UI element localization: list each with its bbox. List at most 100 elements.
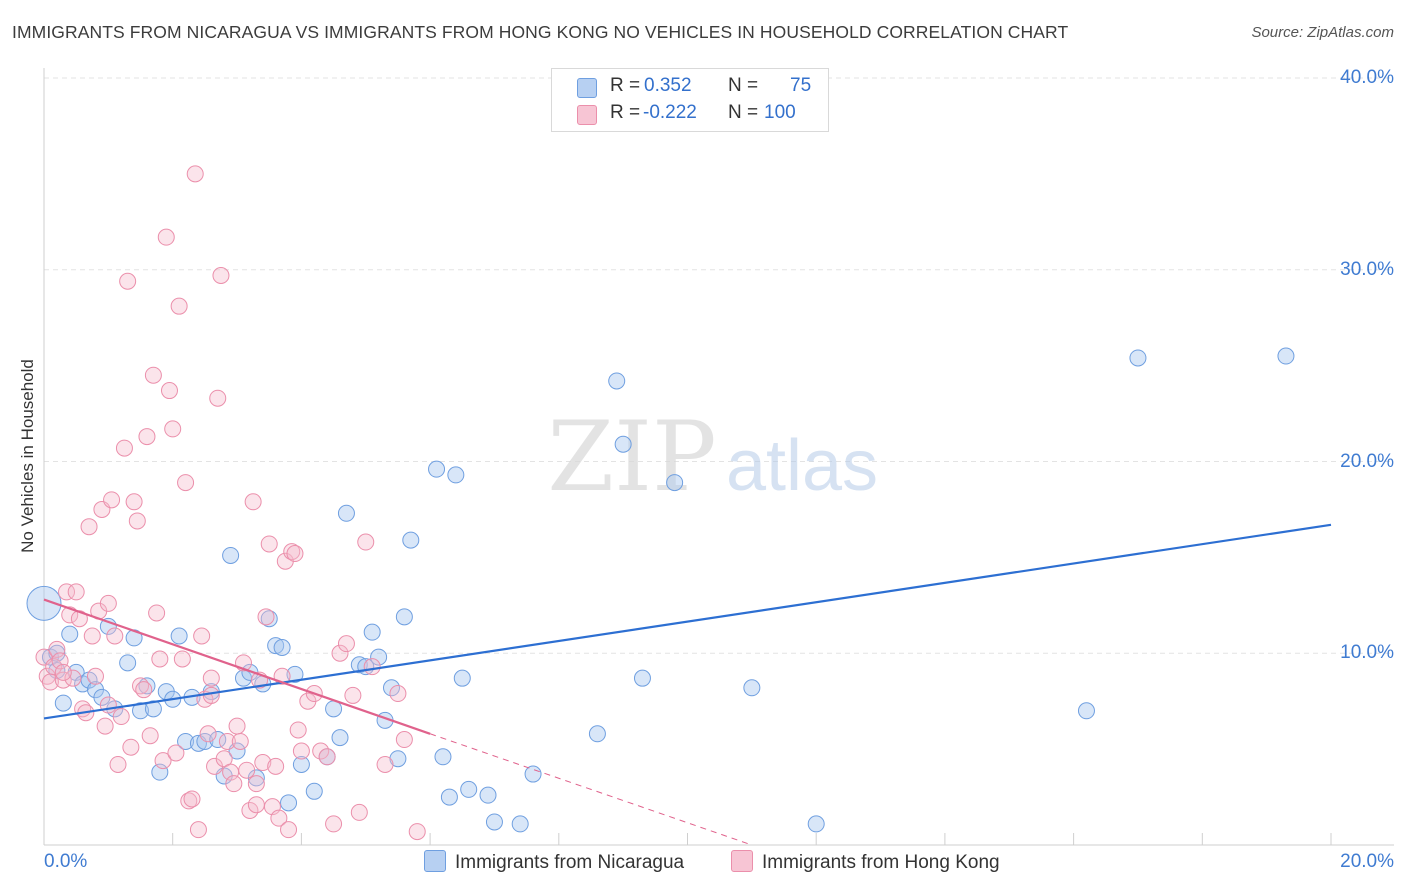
- nicaragua-point: [428, 460, 446, 478]
- hongkong-point: [112, 708, 130, 726]
- nicaragua-point: [434, 748, 452, 766]
- nicaragua-point: [1129, 349, 1147, 367]
- nicaragua-point: [273, 638, 291, 656]
- hongkong-point: [160, 382, 178, 400]
- hongkong-point: [202, 686, 220, 704]
- legend-r-label: R =: [610, 75, 641, 96]
- hongkong-point: [325, 815, 343, 833]
- nicaragua-point: [280, 794, 298, 812]
- hongkong-point: [173, 650, 191, 668]
- hongkong-point: [376, 755, 394, 773]
- hongkong-point: [58, 583, 76, 601]
- hongkong-point: [408, 823, 426, 841]
- hongkong-point: [228, 717, 246, 735]
- hongkong-point: [67, 583, 85, 601]
- stats-legend: R = 0.352 N = 75 R = -0.222 N = 100: [551, 68, 829, 132]
- nicaragua-point: [177, 732, 195, 750]
- nicaragua-point: [363, 623, 381, 641]
- bottom-legend-hongkong: Immigrants from Hong Kong: [731, 850, 1000, 874]
- y-tick-label: 40.0%: [1340, 67, 1394, 88]
- nicaragua-point: [267, 637, 285, 655]
- hongkong-point: [318, 748, 336, 766]
- hongkong-point: [247, 796, 265, 814]
- hongkong-point: [286, 545, 304, 563]
- nicaragua-point: [61, 625, 79, 643]
- nicaragua-point: [395, 608, 413, 626]
- hongkong-point: [357, 533, 375, 551]
- hongkong-point: [180, 792, 198, 810]
- y-tick-label: 20.0%: [1340, 450, 1394, 472]
- legend-n-label: N =: [728, 75, 759, 96]
- y-tick-label: 10.0%: [1340, 642, 1394, 664]
- hongkong-point: [218, 732, 236, 750]
- bottom-legend-label-nicaragua: Immigrants from Nicaragua: [455, 852, 685, 873]
- hongkong-point: [103, 491, 121, 509]
- hongkong-point: [119, 272, 137, 290]
- bottom-legend-label-hongkong: Immigrants from Hong Kong: [762, 852, 1000, 873]
- hongkong-point: [83, 627, 101, 645]
- axes: [43, 68, 1394, 846]
- hongkong-point: [115, 439, 133, 457]
- nicaragua-point: [331, 729, 349, 747]
- watermark: ZIP atlas: [547, 401, 878, 513]
- watermark-zip: ZIP: [547, 401, 716, 513]
- series-hongkong-points: [35, 165, 426, 841]
- hongkong-point: [109, 755, 127, 773]
- hongkong-trend-extension: [429, 733, 753, 846]
- nicaragua-point: [170, 627, 188, 645]
- nicaragua-point: [222, 546, 240, 564]
- hongkong-point: [225, 775, 243, 793]
- watermark-atlas: atlas: [726, 426, 878, 506]
- nicaragua-point: [286, 665, 304, 683]
- hongkong-point: [292, 742, 310, 760]
- y-tick-label: 30.0%: [1340, 258, 1394, 280]
- hongkong-point: [312, 742, 330, 760]
- hongkong-point: [138, 428, 156, 446]
- nicaragua-point: [440, 788, 458, 806]
- nicaragua-point: [453, 669, 471, 687]
- hongkong-point: [148, 604, 166, 622]
- nicaragua-point: [524, 765, 542, 783]
- hongkong-point: [167, 744, 185, 762]
- series-nicaragua-points: [26, 347, 1295, 833]
- hongkong-point: [96, 717, 114, 735]
- source-credit: Source: ZipAtlas.com: [1251, 24, 1394, 41]
- trend-lines: [43, 523, 1332, 846]
- hongkong-point: [289, 721, 307, 739]
- nicaragua-point: [743, 679, 761, 697]
- bottom-legend-nicaragua: Immigrants from Nicaragua: [424, 850, 684, 874]
- nicaragua-point: [305, 782, 323, 800]
- hongkong-point: [331, 644, 349, 662]
- nicaragua-point: [588, 725, 606, 743]
- hongkong-point: [157, 228, 175, 246]
- hongkong-point: [128, 512, 146, 530]
- nicaragua-point: [260, 610, 278, 628]
- hongkong-point: [254, 754, 272, 772]
- nicaragua-point: [144, 700, 162, 718]
- grid-lines: [44, 77, 1394, 654]
- legend-n-value: 75: [790, 75, 812, 96]
- nicaragua-point: [54, 694, 72, 712]
- hongkong-point: [106, 627, 124, 645]
- hongkong-point: [38, 667, 56, 685]
- hongkong-point: [80, 518, 98, 536]
- hongkong-trend-line: [43, 598, 431, 735]
- hongkong-point: [86, 667, 104, 685]
- hongkong-point: [183, 790, 201, 808]
- hongkong-point: [186, 165, 204, 183]
- legend-r-label: R =: [610, 102, 641, 123]
- hongkong-point: [164, 420, 182, 438]
- hongkong-point: [244, 493, 262, 511]
- hongkong-point: [247, 775, 265, 793]
- nicaragua-point: [460, 780, 478, 798]
- hongkong-point: [135, 681, 153, 699]
- legend-r-value: -0.222: [643, 102, 697, 123]
- hongkong-point: [241, 801, 259, 819]
- hongkong-point: [283, 543, 301, 561]
- hongkong-point: [189, 821, 207, 839]
- legend-swatch-hongkong: [577, 105, 597, 125]
- hongkong-point: [231, 732, 249, 750]
- nicaragua-point: [382, 679, 400, 697]
- hongkong-point: [238, 761, 256, 779]
